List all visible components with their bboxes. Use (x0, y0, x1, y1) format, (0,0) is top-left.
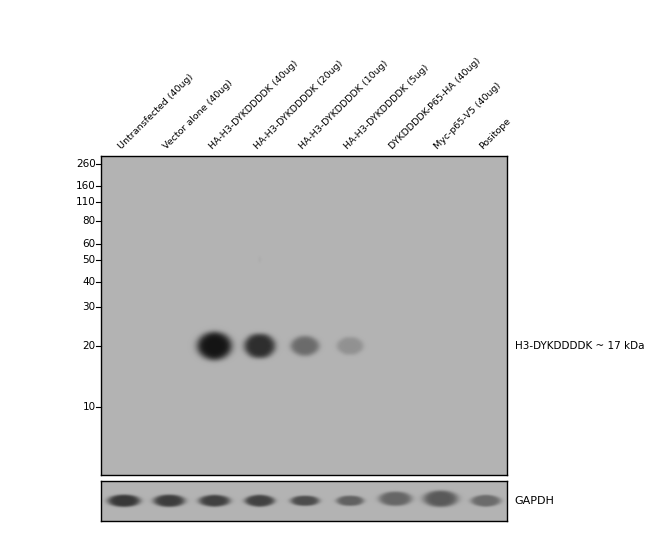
Text: 20: 20 (83, 341, 96, 351)
Text: 50: 50 (83, 255, 96, 265)
Text: 160: 160 (76, 181, 96, 191)
Text: GAPDH: GAPDH (515, 496, 554, 506)
Text: DYKDDDDK-P65-HA (40ug): DYKDDDDK-P65-HA (40ug) (388, 56, 483, 151)
Text: Vector alone (40ug): Vector alone (40ug) (162, 78, 235, 151)
Text: 110: 110 (76, 197, 96, 207)
Text: 10: 10 (83, 402, 96, 411)
Text: 80: 80 (83, 216, 96, 226)
Text: HA-H3-DYKDDDDK (20ug): HA-H3-DYKDDDDK (20ug) (252, 59, 344, 151)
Text: 40: 40 (83, 277, 96, 287)
Text: 260: 260 (76, 159, 96, 169)
Text: HA-H3-DYKDDDDK (40ug): HA-H3-DYKDDDDK (40ug) (207, 59, 300, 151)
Text: H3-DYKDDDDK ~ 17 kDa: H3-DYKDDDDK ~ 17 kDa (515, 341, 644, 351)
Text: Positope: Positope (478, 117, 513, 151)
Text: Untransfected (40ug): Untransfected (40ug) (117, 73, 196, 151)
Text: HA-H3-DYKDDDDK (5ug): HA-H3-DYKDDDDK (5ug) (343, 63, 430, 151)
Text: 60: 60 (83, 238, 96, 249)
Text: 30: 30 (83, 302, 96, 313)
Text: HA-H3-DYKDDDDK (10ug): HA-H3-DYKDDDDK (10ug) (298, 59, 390, 151)
Text: Myc-p65-V5 (40ug): Myc-p65-V5 (40ug) (433, 81, 503, 151)
